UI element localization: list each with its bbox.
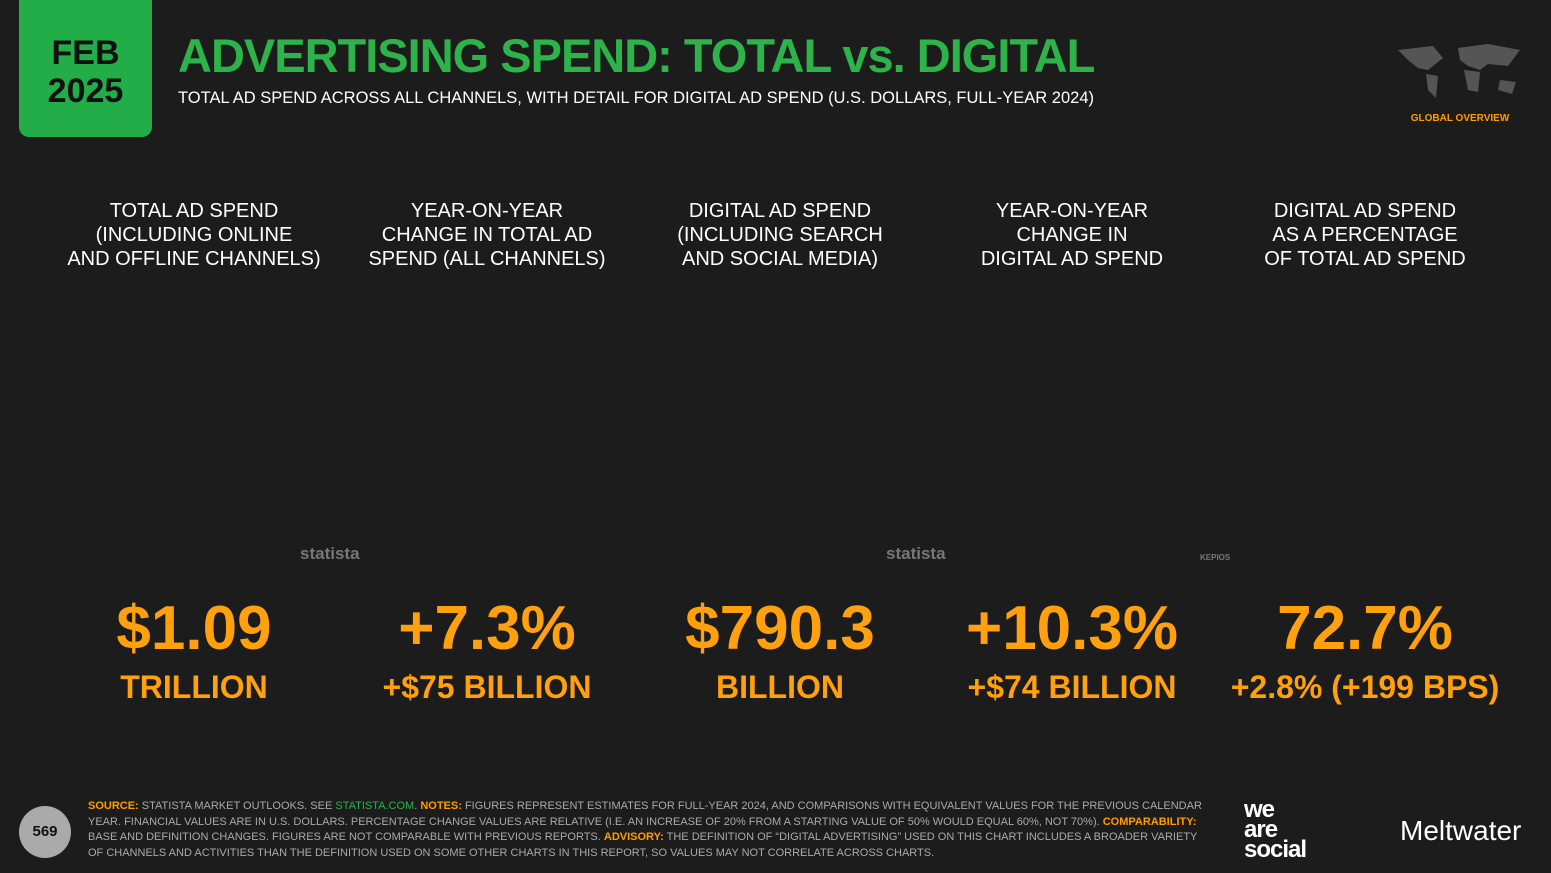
brand-logo: we are social — [1244, 796, 1307, 863]
tile-detail: +2.8% (+199 BPS) — [1230, 669, 1500, 705]
icons: $ — [0, 290, 1551, 580]
tile-value: $1.09 — [116, 594, 272, 663]
note-text: THE DEFINITION OF “DIGITAL ADVERTISING” … — [88, 831, 1198, 859]
note-key: SOURCE: — [88, 800, 139, 812]
section-label: GLOBAL OVERVIEW — [1410, 113, 1510, 124]
subtitle: TOTAL AD SPEND ACROSS ALL CHANNELS, WITH… — [178, 89, 1094, 107]
note-text: STATISTA MARKET OUTLOOKS. SEE — [138, 800, 336, 812]
brand-word: are — [1244, 816, 1278, 843]
tile-detail: BILLION — [716, 669, 844, 705]
source-logo: statista — [886, 544, 946, 563]
tile-label: YEAR-ON-YEAR CHANGE IN DIGITAL AD SPEND — [932, 199, 1212, 271]
source-logo: statista — [300, 544, 360, 563]
tile-detail: TRILLION — [120, 669, 268, 705]
note-key: COMPARABILITY: — [1102, 815, 1197, 828]
note-key: NOTES: — [420, 800, 462, 812]
tile-label: YEAR-ON-YEAR CHANGE IN TOTAL AD SPEND (ALL… — [347, 199, 627, 271]
tile-label: DIGITAL AD SPEND AS A PERCENTAGE OF TOTAL … — [1225, 199, 1505, 271]
label-line: CHANGE IN TOTAL AD — [381, 224, 593, 246]
label-line: TOTAL AD SPEND — [109, 200, 279, 222]
tile-value: $790.3 — [685, 594, 875, 663]
label-line: DIGITAL AD SPEND — [980, 248, 1164, 270]
world-map-icon — [1398, 44, 1520, 98]
label-line: (INCLUDING ONLINE — [95, 224, 293, 246]
page-number: 569 — [19, 806, 71, 858]
label-line: CHANGE IN — [1016, 224, 1128, 246]
label-line: DIGITAL AD SPEND — [688, 200, 872, 222]
label-line: YEAR-ON-YEAR — [410, 200, 564, 222]
tile-value: 72.7% — [1277, 594, 1453, 663]
label-line: OF TOTAL AD SPEND — [1264, 248, 1466, 270]
tile-value: +7.3% — [398, 594, 576, 663]
note-link: STATISTA.COM — [335, 800, 415, 812]
note-text: . — [414, 800, 421, 812]
note-text: BASE AND DEFINITION CHANGES. FIGURES ARE… — [88, 831, 604, 843]
label-line: SPEND (ALL CHANNELS) — [368, 248, 606, 270]
tile-detail: +$75 BILLION — [382, 669, 592, 705]
year: 2025 — [47, 72, 124, 110]
footnote: SOURCE: STATISTA MARKET OUTLOOKS. SEE ST… — [88, 799, 1213, 861]
note-key: ADVISORY: — [603, 831, 664, 843]
note-text: FIGURES REPRESENT ESTIMATES FOR FULL-YEA… — [88, 800, 1202, 828]
month: FEB — [51, 34, 120, 72]
brand-word: we — [1244, 796, 1275, 823]
label-line: AS A PERCENTAGE — [1272, 224, 1458, 246]
label-line: YEAR-ON-YEAR — [995, 200, 1149, 222]
title: ADVERTISING SPEND: TOTAL vs. DIGITAL — [178, 29, 1095, 82]
label-line: AND SOCIAL MEDIA) — [682, 248, 878, 270]
tile-label: DIGITAL AD SPEND (INCLUDING SEARCH AND SOC… — [640, 199, 920, 271]
tile-value: +10.3% — [965, 594, 1178, 663]
label-line: DIGITAL AD SPEND — [1273, 200, 1457, 222]
tile-label: TOTAL AD SPEND (INCLUDING ONLINE AND OFFLI… — [54, 199, 334, 271]
brand-word: social — [1244, 836, 1307, 863]
tile-detail: +$74 BILLION — [967, 669, 1177, 705]
source-logo: KEPIOS — [1200, 553, 1231, 562]
date-box: FEB 2025 — [19, 0, 152, 137]
brand-logo: Meltwater — [1400, 815, 1522, 846]
label-line: AND OFFLINE CHANNELS) — [67, 248, 321, 270]
label-line: (INCLUDING SEARCH — [677, 224, 883, 246]
